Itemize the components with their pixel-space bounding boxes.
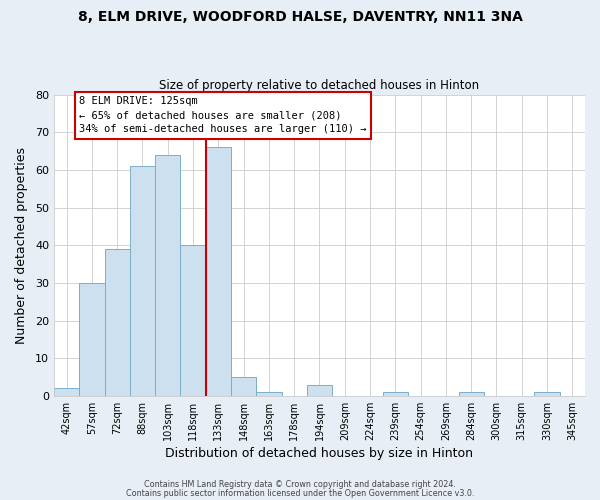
Text: 8, ELM DRIVE, WOODFORD HALSE, DAVENTRY, NN11 3NA: 8, ELM DRIVE, WOODFORD HALSE, DAVENTRY, … bbox=[77, 10, 523, 24]
Text: Contains HM Land Registry data © Crown copyright and database right 2024.: Contains HM Land Registry data © Crown c… bbox=[144, 480, 456, 489]
Title: Size of property relative to detached houses in Hinton: Size of property relative to detached ho… bbox=[160, 79, 479, 92]
Bar bbox=[130, 166, 155, 396]
X-axis label: Distribution of detached houses by size in Hinton: Distribution of detached houses by size … bbox=[166, 447, 473, 460]
Bar bbox=[458, 392, 484, 396]
Bar bbox=[383, 392, 408, 396]
Bar bbox=[256, 392, 281, 396]
Bar bbox=[231, 377, 256, 396]
Bar bbox=[79, 283, 104, 396]
Bar bbox=[155, 155, 181, 396]
Text: 8 ELM DRIVE: 125sqm
← 65% of detached houses are smaller (208)
34% of semi-detac: 8 ELM DRIVE: 125sqm ← 65% of detached ho… bbox=[79, 96, 367, 134]
Bar bbox=[307, 384, 332, 396]
Text: Contains public sector information licensed under the Open Government Licence v3: Contains public sector information licen… bbox=[126, 489, 474, 498]
Bar bbox=[104, 249, 130, 396]
Bar bbox=[54, 388, 79, 396]
Y-axis label: Number of detached properties: Number of detached properties bbox=[15, 146, 28, 344]
Bar bbox=[535, 392, 560, 396]
Bar bbox=[206, 148, 231, 396]
Bar bbox=[181, 245, 206, 396]
